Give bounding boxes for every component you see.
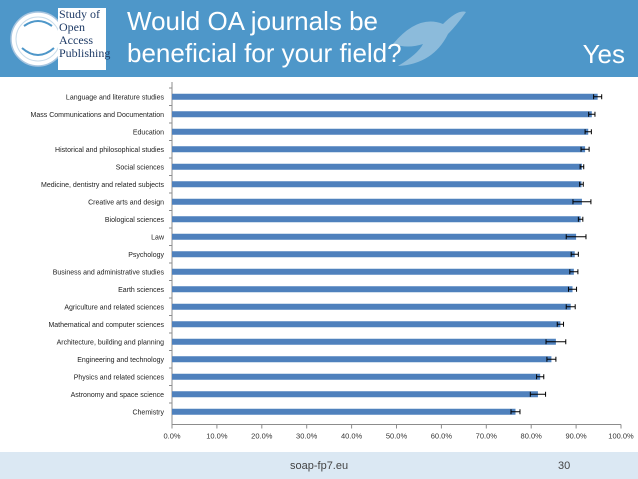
bar bbox=[172, 356, 552, 363]
category-label: Language and literature studies bbox=[66, 94, 165, 101]
bar bbox=[172, 321, 561, 328]
x-tick-label: 60.0% bbox=[431, 432, 453, 441]
bar bbox=[172, 198, 582, 205]
page-title: Would OA journals be beneficial for your… bbox=[127, 5, 402, 69]
category-label: Psychology bbox=[128, 252, 164, 259]
soap-logo bbox=[10, 8, 106, 70]
category-label: Education bbox=[133, 129, 164, 136]
answer-label: Yes bbox=[582, 39, 625, 69]
page-number: 30 bbox=[558, 460, 571, 472]
x-tick-label: 20.0% bbox=[251, 432, 273, 441]
x-tick-label: 0.0% bbox=[163, 432, 180, 441]
category-label: Social sciences bbox=[116, 164, 165, 171]
bar bbox=[172, 373, 541, 380]
bar bbox=[172, 181, 582, 188]
category-label: Medicine, dentistry and related subjects bbox=[41, 182, 164, 189]
x-tick-label: 90.0% bbox=[565, 432, 587, 441]
bar bbox=[172, 93, 598, 100]
title-line-1: Would OA journals be bbox=[127, 6, 378, 36]
bar bbox=[172, 128, 589, 135]
category-label: Creative arts and design bbox=[88, 199, 164, 206]
logo-line-1: Study of bbox=[59, 7, 101, 21]
title-line-2: beneficial for your field? bbox=[127, 38, 402, 68]
category-label: Engineering and technology bbox=[77, 357, 164, 364]
x-tick-label: 70.0% bbox=[476, 432, 498, 441]
category-label: Chemistry bbox=[132, 409, 164, 416]
category-label: Mass Communications and Documentation bbox=[31, 112, 165, 119]
category-label: Architecture, building and planning bbox=[57, 339, 165, 346]
bar bbox=[172, 268, 574, 275]
category-label: Physics and related sciences bbox=[74, 374, 165, 381]
category-label: Law bbox=[151, 234, 165, 241]
category-label: Mathematical and computer sciences bbox=[48, 322, 164, 329]
bar bbox=[172, 286, 573, 293]
logo-line-4: Publishing bbox=[59, 46, 111, 60]
bar bbox=[172, 163, 582, 170]
bar bbox=[172, 111, 592, 118]
bar bbox=[172, 146, 586, 153]
category-label: Business and administrative studies bbox=[53, 269, 165, 276]
logo-line-3: Access bbox=[59, 33, 93, 47]
category-label: Agriculture and related sciences bbox=[64, 304, 164, 311]
x-tick-label: 40.0% bbox=[341, 432, 363, 441]
category-label: Biological sciences bbox=[105, 217, 165, 224]
bar bbox=[172, 338, 556, 345]
bar bbox=[172, 233, 577, 240]
bar bbox=[172, 408, 516, 415]
x-tick-label: 50.0% bbox=[386, 432, 408, 441]
category-label: Earth sciences bbox=[118, 287, 164, 294]
slide-footer: soap-fp7.eu 30 bbox=[0, 452, 638, 479]
bar bbox=[172, 216, 581, 223]
slide-header: Study of Open Access Publishing Would OA… bbox=[0, 0, 638, 77]
x-tick-label: 30.0% bbox=[296, 432, 318, 441]
logo-text: Study of Open Access Publishing bbox=[59, 8, 110, 60]
bar bbox=[172, 303, 571, 310]
x-tick-label: 100.0% bbox=[608, 432, 634, 441]
x-tick-label: 10.0% bbox=[206, 432, 228, 441]
category-label: Historical and philosophical studies bbox=[55, 147, 164, 154]
x-tick-label: 80.0% bbox=[521, 432, 543, 441]
category-label: Astronomy and space science bbox=[71, 392, 164, 399]
bar bbox=[172, 251, 575, 258]
bird-watermark-icon bbox=[393, 11, 466, 66]
bar bbox=[172, 391, 538, 398]
bar-chart: 0.0% 10.0% 20.0% 30.0% 40.0% 50.0% 60.0% 70.0% 8… bbox=[31, 82, 634, 441]
footer-url: soap-fp7.eu bbox=[290, 460, 349, 472]
logo-line-2: Open bbox=[59, 20, 85, 34]
